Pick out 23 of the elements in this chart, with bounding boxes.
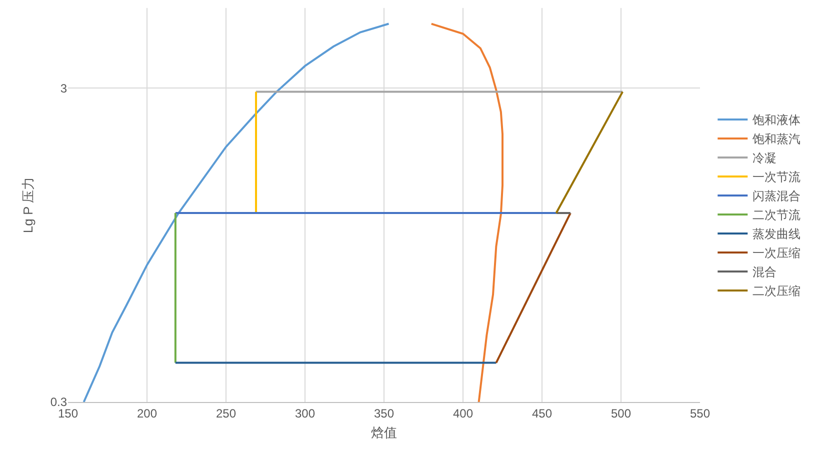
x-tick-label: 200 (136, 406, 158, 420)
x-tick-label: 500 (610, 406, 632, 420)
legend-label: 饱和液体 (752, 113, 801, 128)
legend-label: 二次压缩 (752, 284, 801, 298)
x-tick-label: 550 (690, 406, 710, 420)
legend-label: 一次压缩 (752, 246, 801, 260)
legend-label: 冷凝 (752, 151, 777, 166)
legend-label: 混合 (752, 265, 777, 280)
legend-label: 蒸发曲线 (752, 227, 801, 242)
legend-label: 二次节流 (752, 208, 801, 222)
x-tick-label: 450 (532, 406, 552, 420)
x-tick-label: 400 (452, 406, 474, 420)
line-series (430, 22, 504, 402)
y-axis-title: Lg P 压力 (20, 176, 36, 234)
x-axis-title: 焓值 (371, 425, 397, 440)
x-tick-label: 350 (374, 406, 394, 420)
legend-label: 饱和蒸汽 (752, 132, 801, 146)
x-tick-label: 250 (216, 406, 236, 420)
legend-label: 闪蒸混合 (752, 189, 801, 204)
legend-label: 一次节流 (752, 170, 801, 184)
y-tick-label: 3 (60, 81, 68, 96)
x-tick-label: 300 (294, 406, 316, 420)
line-series (82, 22, 390, 402)
